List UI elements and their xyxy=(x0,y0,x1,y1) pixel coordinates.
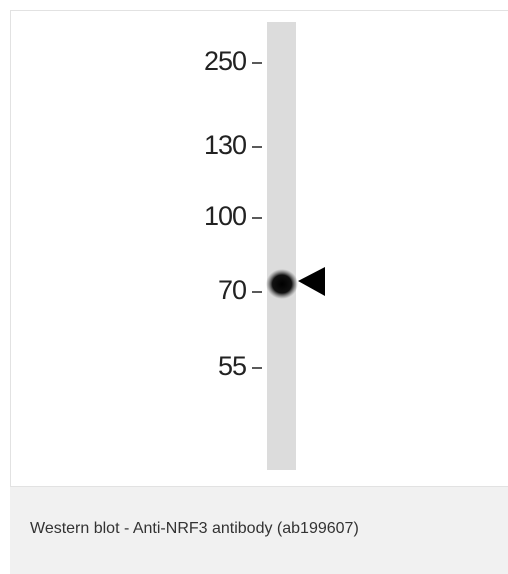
marker-label: 70 xyxy=(218,275,246,305)
band xyxy=(266,269,298,299)
marker-label: 100 xyxy=(204,201,246,231)
markers: 250 130 100 70 55 xyxy=(204,46,262,381)
blot: 250 130 100 70 55 xyxy=(0,0,508,487)
marker-label: 55 xyxy=(218,351,246,381)
arrowhead xyxy=(298,267,325,296)
marker-label: 250 xyxy=(204,46,246,76)
page: 250 130 100 70 55 Western blot - Anti-NRF3 a… xyxy=(0,0,508,574)
lane xyxy=(267,22,296,470)
caption: Western blot - Anti-NRF3 antibody (ab199… xyxy=(10,487,508,574)
marker-label: 130 xyxy=(204,130,246,160)
